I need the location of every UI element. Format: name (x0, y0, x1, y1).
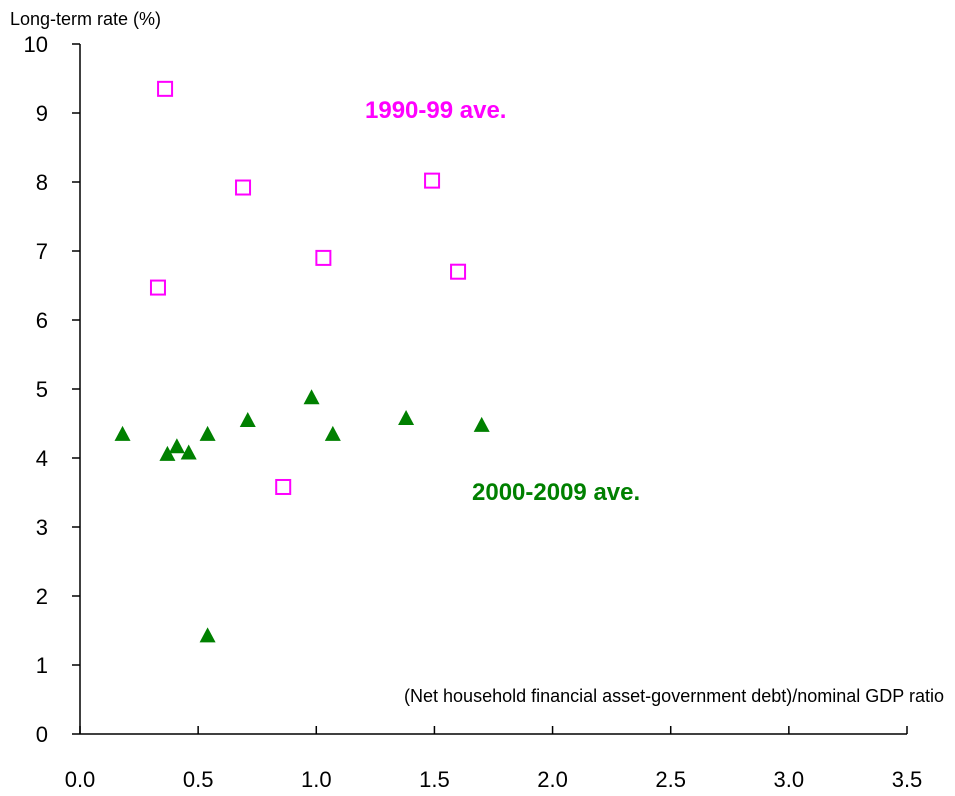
x-axis-ticks: 0.0 0.5 1.0 1.5 2.0 2.5 3.0 3.5 (65, 726, 923, 792)
x-tick-label: 0.5 (183, 767, 214, 792)
x-tick-label: 1.5 (419, 767, 450, 792)
data-point-2000-2009 (159, 445, 176, 461)
x-tick-label: 0.0 (65, 767, 96, 792)
data-point-2000-2009 (168, 438, 185, 454)
data-point-1990-99 (450, 263, 467, 280)
y-tick-label: 0 (36, 722, 48, 747)
y-axis-title: Long-term rate (%) (10, 9, 161, 29)
data-point-1990-99 (235, 179, 252, 196)
data-point-2000-2009 (303, 389, 320, 405)
y-tick-label: 5 (36, 377, 48, 402)
data-point-2000-2009 (398, 409, 415, 425)
axes (79, 44, 907, 735)
y-tick-label: 6 (36, 308, 48, 333)
data-point-1990-99 (157, 80, 174, 97)
series-label-2000-2009: 2000-2009 ave. (472, 479, 640, 506)
x-tick-label: 3.0 (774, 767, 805, 792)
y-tick-label: 8 (36, 170, 48, 195)
data-point-2000-2009 (114, 425, 131, 441)
data-points (114, 80, 490, 643)
data-point-2000-2009 (199, 627, 216, 643)
y-tick-label: 2 (36, 584, 48, 609)
data-point-2000-2009 (473, 416, 490, 432)
data-point-2000-2009 (199, 425, 216, 441)
y-tick-label: 10 (24, 32, 48, 57)
data-point-1990-99 (149, 279, 166, 296)
y-tick-label: 3 (36, 515, 48, 540)
y-axis-ticks: 0 1 2 3 4 5 6 7 8 9 10 (24, 32, 80, 747)
data-point-1990-99 (275, 478, 292, 495)
y-tick-label: 7 (36, 239, 48, 264)
series-label-1990-99: 1990-99 ave. (365, 97, 506, 124)
data-point-1990-99 (424, 172, 441, 189)
data-point-2000-2009 (180, 444, 197, 460)
y-tick-label: 1 (36, 653, 48, 678)
x-tick-label: 1.0 (301, 767, 332, 792)
data-point-2000-2009 (239, 412, 256, 428)
x-tick-label: 3.5 (892, 767, 923, 792)
data-point-2000-2009 (324, 425, 341, 441)
x-tick-label: 2.5 (655, 767, 686, 792)
x-axis-title: (Net household financial asset-governmen… (404, 686, 944, 706)
y-tick-label: 4 (36, 446, 48, 471)
x-tick-label: 2.0 (537, 767, 568, 792)
data-point-1990-99 (315, 249, 332, 266)
y-tick-label: 9 (36, 101, 48, 126)
